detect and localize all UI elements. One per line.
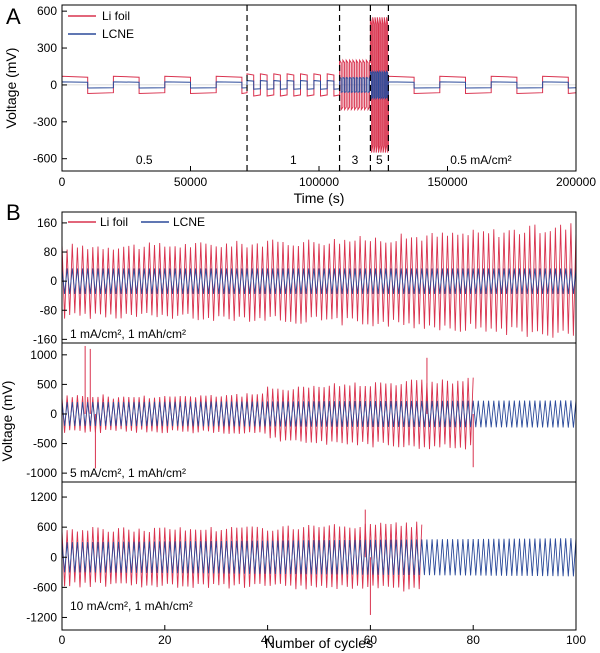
- panel-b-xtick-label: 20: [158, 633, 172, 647]
- panel-b3-series: [61, 509, 577, 615]
- panel-a-ytick-label: 600: [37, 4, 57, 18]
- panel-a-xtick-label: 50000: [174, 175, 208, 189]
- panel-a-ytick-label: 0: [50, 78, 57, 92]
- panel-b-xtick-label: 60: [364, 633, 378, 647]
- legend-label-li-foil: Li foil: [102, 9, 130, 23]
- panel-a-xtick-label: 150000: [427, 175, 467, 189]
- panel-b-xtick-label: 0: [59, 633, 66, 647]
- panel-a-xtick-label: 100000: [299, 175, 339, 189]
- panel-b3-annotation: 10 mA/cm², 1 mAh/cm²: [70, 599, 193, 613]
- panel-a-region-label: 0.5: [136, 153, 153, 167]
- panel-a-chart: 0.5 1 3 5 0.5 mA/cm² 0 50000 100000 150000 200000…: [3, 4, 596, 206]
- panel-a-xlabel: Time (s): [294, 190, 345, 206]
- panel-b1-annotation: 1 mA/cm², 1 mAh/cm²: [70, 327, 186, 341]
- panel-a-ytick-label: -300: [33, 115, 57, 129]
- panel-b-xtick-label: 40: [261, 633, 275, 647]
- panel-b1-series: [61, 223, 577, 338]
- series-li-foil-line: [61, 223, 577, 338]
- panel-b2-ytick-label: 1000: [30, 348, 57, 362]
- panel-a-label: A: [6, 4, 21, 29]
- legend-b-label-lcne: LCNE: [173, 215, 205, 229]
- series-lcne-line: [61, 400, 577, 428]
- panel-a-xtick-label: 0: [59, 175, 66, 189]
- panel-a-ytick-label: 300: [37, 41, 57, 55]
- panel-b3-ytick-label: 600: [37, 520, 57, 534]
- panel-a-region-label: 1: [290, 153, 297, 167]
- panel-a-region-label: 5: [376, 153, 383, 167]
- legend-label-lcne: LCNE: [102, 27, 134, 41]
- panel-b3-ytick-label: -1200: [26, 610, 57, 624]
- series-li-foil-line: [61, 521, 423, 592]
- panel-b-label: B: [6, 200, 21, 225]
- panel-a-xtick-label: 200000: [556, 175, 596, 189]
- series-lcne-line: [61, 268, 577, 294]
- panel-b-xtick-label: 80: [467, 633, 481, 647]
- panel-a-region-label: 0.5 mA/cm²: [450, 153, 511, 167]
- panel-b-xlabel: Number of cycles: [265, 635, 373, 651]
- series-lcne-line: [61, 538, 577, 577]
- panel-b2-ytick-label: -1000: [26, 466, 57, 480]
- panel-b1-ytick-label: -160: [33, 332, 57, 346]
- panel-b2-ytick-label: -500: [33, 437, 57, 451]
- panel-a-region-label: 3: [352, 153, 359, 167]
- panel-b3-ytick-label: 0: [50, 550, 57, 564]
- panel-b2-annotation: 5 mA/cm², 1 mAh/cm²: [70, 466, 186, 480]
- panel-a-legend: Li foil LCNE: [68, 9, 134, 41]
- panel-b-xtick-label: 100: [566, 633, 586, 647]
- panel-b-ylabel: Voltage (mV): [0, 381, 15, 462]
- panel-a-ylabel: Voltage (mV): [3, 48, 19, 129]
- panel-a-data-layer: [61, 17, 577, 153]
- panel-b2-ytick-label: 500: [37, 377, 57, 391]
- panel-b2-series: [61, 345, 577, 469]
- panel-b1-ytick-label: 0: [50, 274, 57, 288]
- panel-b-legend: Li foil LCNE: [68, 215, 205, 229]
- panel-b-data-layer: [61, 223, 577, 615]
- panel-b1-ytick-label: 80: [44, 245, 58, 259]
- series-lcne-line: [61, 69, 577, 100]
- panel-b2-ytick-label: 0: [50, 407, 57, 421]
- panel-b1-ytick-label: -80: [40, 303, 58, 317]
- series-li-foil-line: [61, 377, 474, 450]
- panel-a-axes: 0.5 1 3 5 0.5 mA/cm² 0 50000 100000 150000 200000…: [33, 4, 596, 189]
- panel-b1-ytick-label: 160: [37, 216, 57, 230]
- panel-b3-ytick-label: 1200: [30, 490, 57, 504]
- series-li-foil-line: [61, 17, 577, 153]
- panel-b3-ytick-label: -600: [33, 580, 57, 594]
- panel-b-axes: -160-80080160-1000-50005001000-1200-6000…: [26, 216, 586, 647]
- panel-b-chart: -160-80080160-1000-50005001000-1200-6000…: [0, 211, 586, 651]
- panel-a-ytick-label: -600: [33, 152, 57, 166]
- panel-b-frame: [61, 211, 577, 631]
- legend-b-label-li-foil: Li foil: [100, 215, 128, 229]
